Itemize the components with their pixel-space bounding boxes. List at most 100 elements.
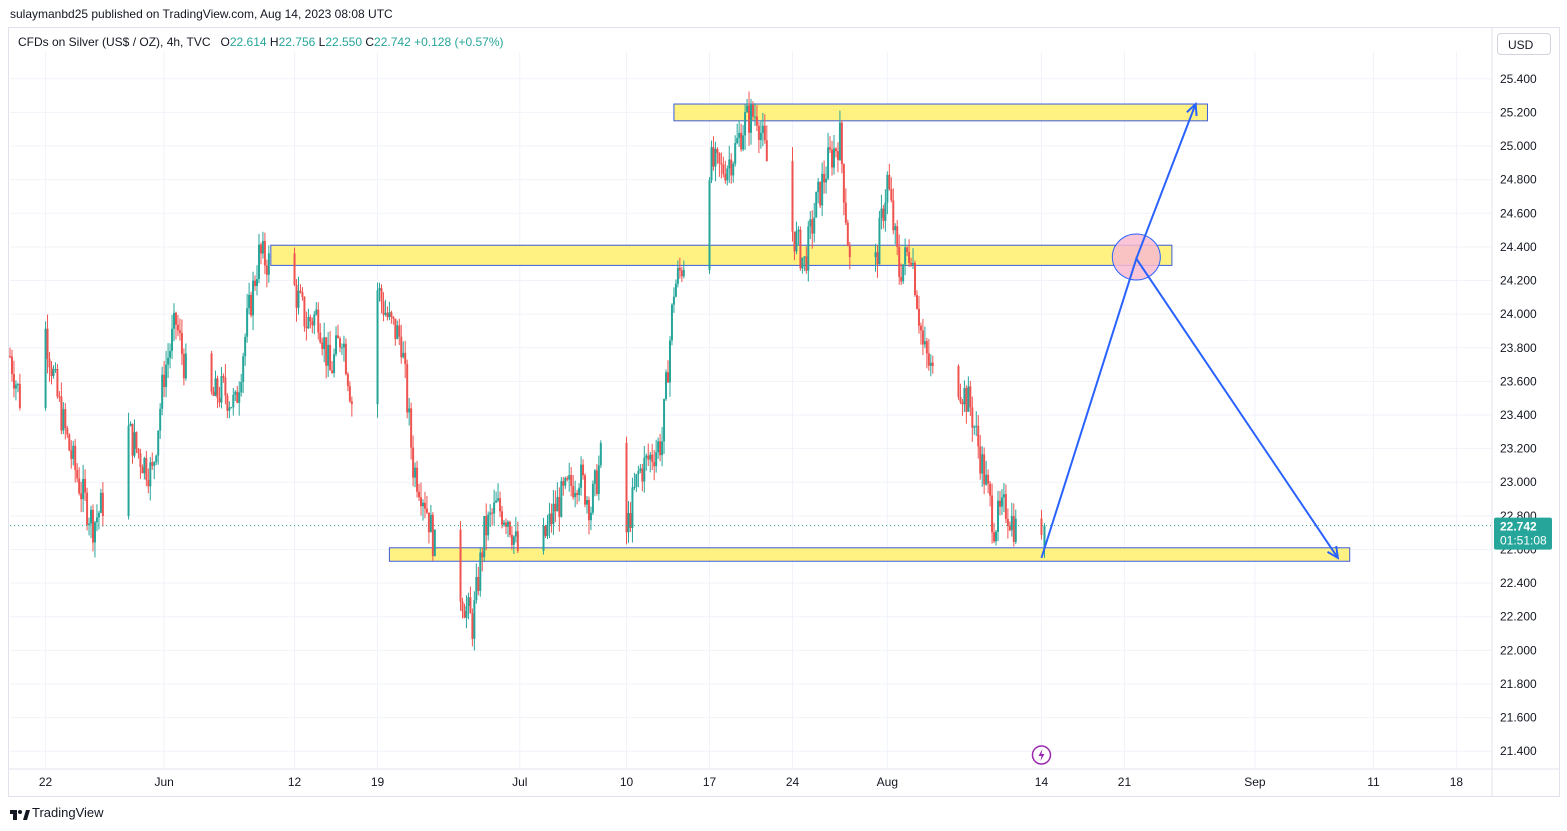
candle-down [890,189,893,201]
candle-up [467,597,470,606]
candle-up [483,516,486,558]
candle-down [303,296,306,327]
time-tick-label: 11 [1367,775,1380,789]
candle-down [224,377,227,396]
candle-down [317,309,320,333]
change-value: +0.128 (+0.57%) [414,35,504,49]
candle-down [147,479,150,487]
candle-down [983,454,986,485]
price-tick-label: 21.400 [1500,744,1537,758]
candle-down [595,470,598,494]
candle-down [751,104,754,117]
candle-up [232,394,235,408]
candle-up [708,180,711,270]
publisher-text: sulaymanbd25 published on TradingView.co… [10,7,393,21]
candle-down [325,337,328,366]
candle-up [997,500,999,532]
candle-up [257,244,260,280]
candle-down [250,294,253,316]
candle-down [84,478,87,493]
candle-up [238,392,241,403]
candle-down [461,601,464,612]
candle-down [991,495,994,533]
candle-down [344,343,347,375]
tradingview-logo-text: TradingView [32,805,104,820]
candle-up [248,294,251,309]
candle-down [811,219,814,234]
time-axis: 22 Jun 12 19 Jul 10 17 24 Aug 14 21 Sep 11 18 [8,768,1560,789]
candle-down [587,500,590,521]
candle-down [10,356,13,375]
candle-up [967,386,970,412]
price-tick-label: 23.400 [1500,408,1537,422]
candle-up [376,290,379,405]
candle-down [236,391,239,403]
candle-up [333,354,336,374]
candle-up [817,181,820,192]
candle-up [497,498,500,501]
candle-up [886,174,889,203]
candle-up [171,328,174,351]
candle-up [228,407,231,411]
price-badge-value: 22.742 [1500,520,1537,534]
candle-up [635,474,638,487]
candle-up [580,464,583,488]
close-label: C [365,35,375,49]
candle-down [48,358,51,368]
price-tick-label: 25.400 [1500,72,1537,86]
candle-up [923,341,926,345]
candle-up [973,426,976,428]
candle-down [163,374,166,388]
candle-down [917,308,920,326]
candle-up [408,408,411,413]
candle-up [670,304,673,341]
candle-down [309,316,312,322]
time-tick-label: Aug [877,775,898,789]
candle-down [718,153,721,164]
candle-down [900,277,903,282]
time-tick-label: Jun [154,775,173,789]
candle-up [244,336,247,357]
candle-up [127,425,130,517]
middle-zone [270,244,1173,266]
candle-up [963,387,966,405]
price-tick-label: 23.600 [1500,374,1537,388]
candle-down [757,125,760,141]
price-tick-label: 23.200 [1500,442,1537,456]
price-badge-bg [1494,517,1552,550]
candle-up [167,357,170,365]
candle-down [12,374,15,389]
candle-up [313,314,316,326]
candle-down [151,462,154,466]
candle-down [410,408,413,448]
open-value: 22.614 [229,35,267,49]
candle-down [406,364,409,413]
candle-up [838,122,841,160]
candle-down [1012,515,1015,542]
top-bar: sulaymanbd25 published on TradingView.co… [0,0,1567,28]
candle-up [82,478,85,500]
close-value: 22.742 [374,35,411,49]
candle-down [254,280,257,287]
zones-layer [270,103,1351,562]
candle-down [392,316,395,319]
candle-up [384,312,387,315]
candle-down [70,450,73,459]
currency-button[interactable]: USD [1497,33,1551,55]
candle-down [501,511,504,525]
candle-down [584,475,587,505]
candle-down [418,491,421,498]
candle-up [246,308,249,337]
candle-up [552,503,555,525]
candle-down [80,493,83,500]
candle-down [925,341,928,354]
candle-down [182,354,185,379]
candle-up [981,454,984,474]
candle-down [481,552,484,558]
candle-down [582,464,585,476]
candle-up [546,524,549,537]
down-arrow-head [1327,545,1340,560]
price-tick-label: 23.000 [1500,475,1537,489]
candle-up [230,407,233,409]
